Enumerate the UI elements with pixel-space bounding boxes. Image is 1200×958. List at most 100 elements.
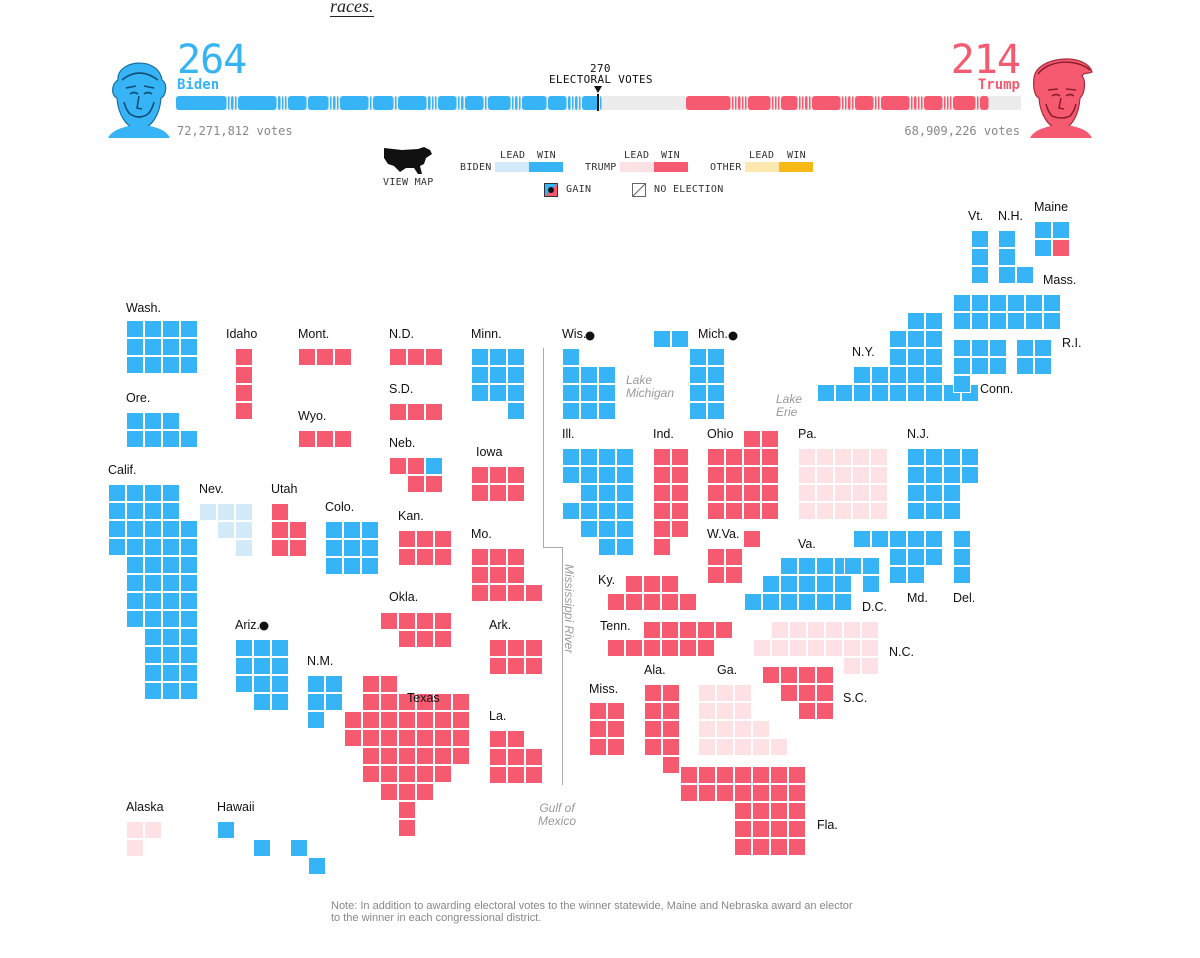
state-tile-nev[interactable] [199, 503, 217, 521]
state-tile-texas[interactable] [362, 747, 380, 765]
state-tile-n-c[interactable] [843, 657, 861, 675]
state-tile-ill[interactable] [580, 484, 598, 502]
state-tile-mass[interactable] [971, 312, 989, 330]
state-tile-wis[interactable] [580, 384, 598, 402]
state-tile-okla[interactable] [380, 612, 398, 630]
state-tile-texas[interactable] [434, 729, 452, 747]
state-tile-tenn[interactable] [697, 621, 715, 639]
state-tile-minn[interactable] [471, 384, 489, 402]
state-tile-calif[interactable] [144, 646, 162, 664]
state-tile-texas[interactable] [434, 747, 452, 765]
state-tile-ariz[interactable] [235, 657, 253, 675]
state-tile-calif[interactable] [144, 556, 162, 574]
state-tile-ore[interactable] [162, 412, 180, 430]
state-tile-w-va[interactable] [707, 548, 725, 566]
state-tile-ky[interactable] [625, 575, 643, 593]
state-tile-pa[interactable] [852, 484, 870, 502]
state-tile-minn[interactable] [507, 384, 525, 402]
state-tile-calif[interactable] [162, 538, 180, 556]
state-tile-ill[interactable] [580, 502, 598, 520]
state-tile-s-c[interactable] [798, 666, 816, 684]
state-tile-n-h[interactable] [998, 230, 1016, 248]
state-tile-w-va[interactable] [743, 530, 761, 548]
state-tile-n-y[interactable] [925, 330, 943, 348]
state-tile-mass[interactable] [1043, 294, 1061, 312]
state-tile-texas[interactable] [398, 819, 416, 837]
state-tile-colo[interactable] [361, 539, 379, 557]
state-tile-iowa[interactable] [489, 466, 507, 484]
state-tile-la[interactable] [489, 748, 507, 766]
state-tile-wash[interactable] [126, 338, 144, 356]
state-tile-ill[interactable] [616, 520, 634, 538]
state-tile-ill[interactable] [616, 466, 634, 484]
state-tile-n-c[interactable] [771, 621, 789, 639]
state-tile-ind[interactable] [653, 520, 671, 538]
state-tile-pa[interactable] [834, 448, 852, 466]
state-tile-md[interactable] [907, 566, 925, 584]
state-tile-va[interactable] [798, 557, 816, 575]
state-tile-pa[interactable] [870, 466, 888, 484]
state-tile-ohio[interactable] [761, 502, 779, 520]
state-tile-hawaii[interactable] [290, 839, 308, 857]
state-tile-texas[interactable] [380, 783, 398, 801]
state-tile-ga[interactable] [716, 684, 734, 702]
state-tile-ky[interactable] [679, 593, 697, 611]
state-tile-ala[interactable] [644, 720, 662, 738]
state-tile-mo[interactable] [507, 548, 525, 566]
state-tile-calif[interactable] [144, 592, 162, 610]
state-tile-calif[interactable] [126, 502, 144, 520]
state-tile-calif[interactable] [162, 502, 180, 520]
state-tile-n-m[interactable] [307, 711, 325, 729]
state-tile-d-c[interactable] [862, 575, 880, 593]
state-tile-mont[interactable] [334, 348, 352, 366]
state-tile-ark[interactable] [525, 657, 543, 675]
state-tile-texas[interactable] [380, 675, 398, 693]
state-tile-va[interactable] [798, 593, 816, 611]
state-tile-texas[interactable] [434, 711, 452, 729]
state-tile-kan[interactable] [416, 530, 434, 548]
state-tile-tenn[interactable] [679, 621, 697, 639]
state-tile-texas[interactable] [416, 747, 434, 765]
state-tile-ky[interactable] [661, 593, 679, 611]
state-tile-n-d[interactable] [425, 348, 443, 366]
state-tile-pa[interactable] [870, 502, 888, 520]
state-tile-neb[interactable] [407, 457, 425, 475]
state-tile-mo[interactable] [489, 548, 507, 566]
state-tile-calif[interactable] [144, 610, 162, 628]
state-tile-ohio[interactable] [725, 502, 743, 520]
state-tile-va[interactable] [780, 557, 798, 575]
state-tile-n-j[interactable] [943, 484, 961, 502]
state-tile-ky[interactable] [607, 593, 625, 611]
state-tile-n-h[interactable] [998, 266, 1016, 284]
state-tile-mich[interactable] [707, 366, 725, 384]
state-tile-colo[interactable] [325, 539, 343, 557]
state-tile-fla[interactable] [770, 820, 788, 838]
state-tile-texas[interactable] [362, 729, 380, 747]
state-tile-n-m[interactable] [325, 675, 343, 693]
state-tile-texas[interactable] [434, 765, 452, 783]
state-tile-hawaii[interactable] [253, 839, 271, 857]
state-tile-n-h[interactable] [1016, 266, 1034, 284]
state-tile-la[interactable] [489, 730, 507, 748]
state-tile-conn[interactable] [989, 339, 1007, 357]
state-tile-ill[interactable] [598, 502, 616, 520]
state-tile-fla[interactable] [716, 766, 734, 784]
state-tile-n-c[interactable] [861, 657, 879, 675]
state-tile-fla[interactable] [752, 802, 770, 820]
state-tile-s-c[interactable] [816, 702, 834, 720]
state-tile-va[interactable] [762, 575, 780, 593]
state-tile-tenn[interactable] [607, 639, 625, 657]
state-tile-ark[interactable] [489, 639, 507, 657]
state-tile-texas[interactable] [398, 783, 416, 801]
state-tile-ore[interactable] [126, 430, 144, 448]
state-tile-n-y[interactable] [889, 366, 907, 384]
state-tile-minn[interactable] [489, 366, 507, 384]
state-tile-calif[interactable] [144, 538, 162, 556]
state-tile-fla[interactable] [788, 784, 806, 802]
state-tile-fla[interactable] [734, 784, 752, 802]
state-tile-calif[interactable] [144, 682, 162, 700]
state-tile-okla[interactable] [416, 612, 434, 630]
state-tile-mo[interactable] [471, 584, 489, 602]
state-tile-ariz[interactable] [271, 675, 289, 693]
state-tile-vt[interactable] [971, 248, 989, 266]
